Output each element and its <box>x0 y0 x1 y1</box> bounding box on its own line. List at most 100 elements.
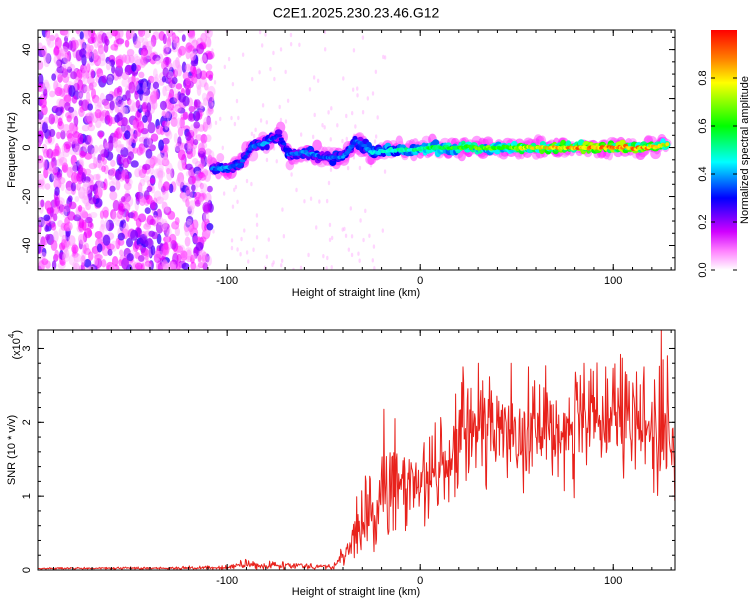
noise-speck <box>323 30 327 35</box>
noise-blob <box>192 219 199 230</box>
noise-blob <box>150 34 157 47</box>
noise-speck <box>325 198 329 204</box>
noise-speck <box>230 238 234 243</box>
noise-blob <box>51 73 57 81</box>
noise-speck <box>359 218 362 223</box>
track-cell <box>274 129 283 136</box>
noise-blob <box>57 220 64 228</box>
noise-blob <box>58 227 65 238</box>
noise-blob <box>67 235 76 246</box>
noise-speck <box>280 258 284 263</box>
noise-blob <box>149 157 155 169</box>
noise-blob <box>71 95 78 104</box>
noise-blob <box>142 115 148 123</box>
noise-blob <box>41 258 49 265</box>
noise-blob <box>79 106 84 113</box>
noise-blob <box>87 103 94 111</box>
noise-blob <box>54 186 60 197</box>
noise-speck <box>214 120 218 126</box>
noise-blob <box>68 254 76 266</box>
noise-blob <box>167 210 176 220</box>
noise-blob <box>65 231 70 242</box>
noise-blob <box>72 164 79 172</box>
noise-blob <box>64 223 72 232</box>
noise-speck <box>329 137 332 142</box>
noise-blob <box>161 218 168 231</box>
noise-blob <box>125 90 131 101</box>
noise-blob <box>176 117 182 129</box>
noise-blob <box>78 157 84 165</box>
noise-blob <box>124 174 130 184</box>
noise-blob <box>145 148 153 159</box>
noise-blob <box>201 212 207 222</box>
snr-y-label: SNR (10 * v/v) <box>6 415 18 485</box>
noise-blob <box>200 32 208 44</box>
noise-blob <box>179 192 186 199</box>
noise-blob <box>185 163 193 171</box>
noise-blob <box>168 62 173 71</box>
noise-speck <box>267 237 270 242</box>
y-tick-label: 0 <box>21 567 33 573</box>
noise-blob <box>185 88 191 96</box>
noise-blob <box>67 195 73 203</box>
noise-blob <box>96 68 104 78</box>
noise-blob <box>131 133 138 144</box>
snr-series-line <box>38 330 675 570</box>
noise-blob <box>181 262 190 270</box>
noise-blob <box>203 82 209 91</box>
noise-speck <box>352 48 356 53</box>
noise-blob <box>193 121 201 129</box>
noise-speck <box>330 265 333 270</box>
noise-blob <box>138 71 145 79</box>
noise-speck <box>307 252 310 258</box>
noise-blob <box>162 137 170 145</box>
noise-blob <box>81 195 90 204</box>
noise-blob <box>178 45 187 56</box>
noise-blob <box>137 244 143 251</box>
noise-blob <box>162 85 167 97</box>
colorbar-tick-label: 0.6 <box>697 118 709 133</box>
noise-blob <box>182 71 190 81</box>
noise-blob <box>193 139 199 146</box>
noise-speck <box>241 52 245 57</box>
noise-blob <box>165 232 170 243</box>
noise-blob <box>62 164 68 172</box>
noise-blob <box>124 202 131 212</box>
noise-speck <box>354 124 357 129</box>
noise-blob <box>106 261 114 270</box>
noise-blob <box>177 136 182 147</box>
noise-blob <box>57 73 63 83</box>
noise-blob <box>199 173 207 181</box>
noise-blob <box>107 140 114 152</box>
noise-blob <box>119 249 124 256</box>
noise-blob <box>162 45 169 57</box>
snr-content <box>38 330 675 570</box>
noise-blob <box>54 249 60 260</box>
noise-blob <box>73 262 80 270</box>
noise-speck <box>230 115 233 121</box>
noise-speck <box>260 43 264 48</box>
noise-blob <box>161 244 170 256</box>
noise-speck <box>350 234 354 239</box>
noise-blob <box>155 221 164 234</box>
noise-blob <box>53 178 62 190</box>
noise-blob <box>73 254 79 264</box>
spectrogram-content <box>38 30 672 270</box>
noise-blob <box>186 218 193 226</box>
track-core <box>277 134 283 138</box>
noise-blob <box>38 136 43 145</box>
noise-blob <box>145 195 153 205</box>
noise-blob <box>48 34 56 42</box>
noise-speck <box>373 266 376 270</box>
noise-blob <box>137 254 145 262</box>
noise-blob <box>62 124 71 133</box>
noise-speck <box>272 50 275 56</box>
noise-blob <box>100 149 109 158</box>
noise-speck <box>240 236 243 242</box>
noise-blob <box>177 64 183 77</box>
noise-blob <box>93 55 102 67</box>
noise-blob <box>48 113 56 125</box>
noise-blob <box>143 137 150 148</box>
noise-blob <box>101 259 107 268</box>
noise-blob <box>184 228 190 237</box>
